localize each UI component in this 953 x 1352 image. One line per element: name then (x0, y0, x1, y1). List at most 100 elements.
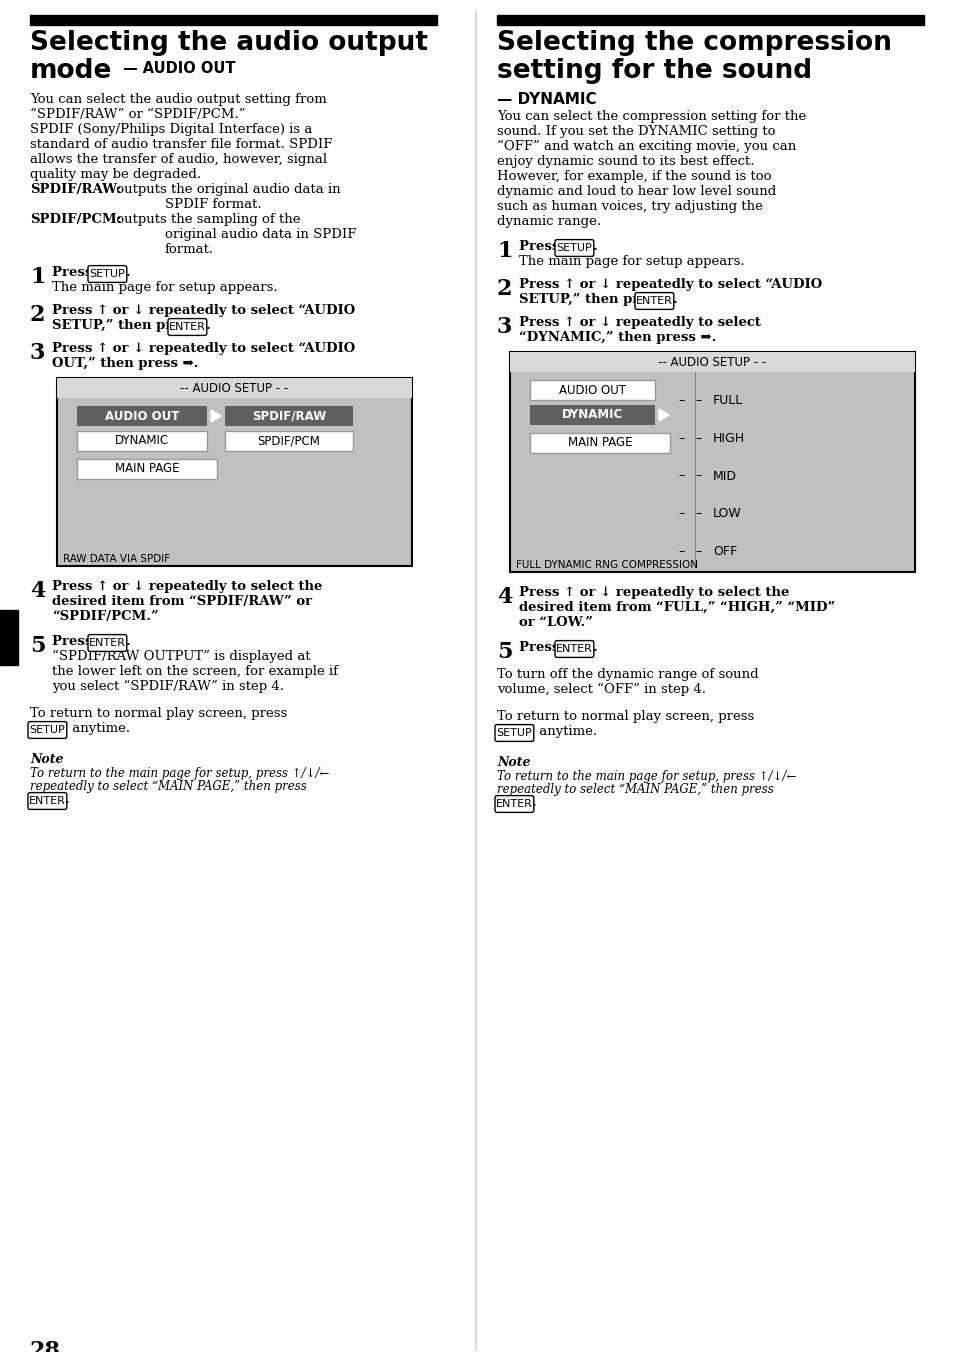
Text: repeatedly to select “MAIN PAGE,” then press: repeatedly to select “MAIN PAGE,” then p… (497, 783, 773, 796)
Text: FULL DYNAMIC RNG COMPRESSION: FULL DYNAMIC RNG COMPRESSION (516, 560, 698, 571)
Text: 28: 28 (30, 1340, 61, 1352)
Text: 2: 2 (30, 304, 46, 326)
Text: “OFF” and watch an exciting movie, you can: “OFF” and watch an exciting movie, you c… (497, 141, 796, 153)
Text: DYNAMIC: DYNAMIC (114, 434, 169, 448)
Text: mode: mode (30, 58, 112, 84)
Text: Press: Press (518, 641, 563, 654)
Text: To return to the main page for setup, press ↑/↓/←: To return to the main page for setup, pr… (497, 771, 796, 783)
Text: sound. If you set the DYNAMIC setting to: sound. If you set the DYNAMIC setting to (497, 124, 775, 138)
Bar (225, 406, 353, 426)
Bar (510, 352, 914, 572)
Text: –: – (695, 507, 701, 521)
Text: –: – (695, 395, 701, 407)
Text: format.: format. (165, 243, 213, 256)
FancyBboxPatch shape (88, 634, 127, 652)
Text: ENTER: ENTER (169, 322, 206, 333)
Text: quality may be degraded.: quality may be degraded. (30, 168, 201, 181)
Text: SPDIF/PCM:: SPDIF/PCM: (30, 214, 121, 226)
Text: –: – (679, 507, 684, 521)
Bar (30, 15, 436, 24)
Text: you select “SPDIF/RAW” in step 4.: you select “SPDIF/RAW” in step 4. (52, 680, 284, 694)
Text: — DYNAMIC: — DYNAMIC (497, 92, 596, 107)
Text: SPDIF/RAW:: SPDIF/RAW: (30, 183, 121, 196)
Text: FULL: FULL (712, 395, 742, 407)
Text: ENTER: ENTER (636, 296, 672, 306)
FancyBboxPatch shape (28, 792, 67, 810)
Text: “SPDIF/RAW” or “SPDIF/PCM.”: “SPDIF/RAW” or “SPDIF/PCM.” (30, 108, 245, 120)
Text: SETUP: SETUP (30, 725, 65, 735)
Text: –: – (679, 545, 684, 557)
Text: 2: 2 (497, 279, 512, 300)
Text: To turn off the dynamic range of sound: To turn off the dynamic range of sound (497, 668, 758, 681)
Text: –: – (679, 469, 684, 483)
Text: .: . (532, 796, 536, 808)
Text: outputs the original audio data in: outputs the original audio data in (112, 183, 340, 196)
Text: AUDIO OUT: AUDIO OUT (558, 384, 625, 396)
Text: or “LOW.”: or “LOW.” (518, 617, 593, 629)
Text: 4: 4 (497, 585, 512, 608)
Text: LOW: LOW (712, 507, 741, 521)
FancyBboxPatch shape (168, 319, 207, 335)
FancyBboxPatch shape (28, 722, 67, 738)
Text: AUDIO OUT: AUDIO OUT (105, 410, 179, 422)
Bar (57, 379, 412, 566)
FancyBboxPatch shape (88, 265, 127, 283)
Text: outputs the sampling of the: outputs the sampling of the (112, 214, 300, 226)
Text: setting for the sound: setting for the sound (497, 58, 811, 84)
Text: desired item from “SPDIF/RAW” or: desired item from “SPDIF/RAW” or (52, 595, 312, 608)
Text: RAW DATA VIA SPDIF: RAW DATA VIA SPDIF (63, 554, 170, 564)
Text: SETUP: SETUP (496, 727, 532, 738)
Text: dynamic and loud to hear low level sound: dynamic and loud to hear low level sound (497, 185, 776, 197)
Text: .: . (66, 794, 70, 806)
Text: Press ↑ or ↓ repeatedly to select the: Press ↑ or ↓ repeatedly to select the (518, 585, 788, 599)
Text: .: . (206, 319, 211, 333)
Text: original audio data in SPDIF: original audio data in SPDIF (165, 228, 356, 241)
Text: SPDIF format.: SPDIF format. (165, 197, 261, 211)
Text: .: . (672, 293, 677, 306)
Bar (0, 610, 18, 665)
Text: the lower left on the screen, for example if: the lower left on the screen, for exampl… (52, 665, 337, 677)
Text: such as human voices, try adjusting the: such as human voices, try adjusting the (497, 200, 762, 214)
Text: The main page for setup appears.: The main page for setup appears. (518, 256, 744, 268)
FancyBboxPatch shape (495, 725, 534, 741)
FancyBboxPatch shape (555, 641, 593, 657)
Text: -- AUDIO SETUP - -: -- AUDIO SETUP - - (180, 381, 289, 395)
Text: volume, select “OFF” in step 4.: volume, select “OFF” in step 4. (497, 683, 705, 696)
Text: MAIN PAGE: MAIN PAGE (114, 462, 179, 476)
FancyBboxPatch shape (495, 795, 534, 813)
Bar (77, 406, 207, 426)
Text: SPDIF (Sony/Philips Digital Interface) is a: SPDIF (Sony/Philips Digital Interface) i… (30, 123, 312, 137)
Text: “DYNAMIC,” then press ➡.: “DYNAMIC,” then press ➡. (518, 331, 716, 343)
Text: SPDIF/PCM: SPDIF/PCM (257, 434, 320, 448)
Text: .: . (126, 266, 131, 279)
Bar (475, 9, 476, 1351)
Text: Press: Press (52, 635, 97, 648)
Bar (510, 352, 914, 372)
Bar (695, 372, 696, 566)
Text: 1: 1 (497, 241, 512, 262)
Text: — AUDIO OUT: — AUDIO OUT (118, 61, 235, 76)
Text: standard of audio transfer file format. SPDIF: standard of audio transfer file format. … (30, 138, 332, 151)
Text: anytime.: anytime. (535, 725, 597, 738)
Text: repeatedly to select “MAIN PAGE,” then press: repeatedly to select “MAIN PAGE,” then p… (30, 780, 307, 794)
Text: Selecting the compression: Selecting the compression (497, 30, 891, 55)
Text: SETUP: SETUP (90, 269, 125, 279)
Text: .: . (592, 241, 597, 253)
Text: SETUP,” then press: SETUP,” then press (518, 293, 667, 306)
Text: .: . (592, 641, 597, 654)
Text: ENTER: ENTER (89, 638, 126, 648)
Text: anytime.: anytime. (68, 722, 130, 735)
Text: 3: 3 (30, 342, 46, 364)
Text: Note: Note (30, 753, 64, 767)
Text: -- AUDIO SETUP - -: -- AUDIO SETUP - - (658, 356, 766, 369)
Text: ENTER: ENTER (496, 799, 533, 808)
Text: .: . (126, 635, 131, 648)
Text: –: – (695, 545, 701, 557)
Text: Press ↑ or ↓ repeatedly to select the: Press ↑ or ↓ repeatedly to select the (52, 580, 322, 594)
Bar (77, 458, 216, 479)
FancyBboxPatch shape (635, 292, 673, 310)
Text: 3: 3 (497, 316, 512, 338)
Text: ENTER: ENTER (556, 644, 592, 654)
Text: –: – (679, 395, 684, 407)
Text: Press ↑ or ↓ repeatedly to select “AUDIO: Press ↑ or ↓ repeatedly to select “AUDIO (518, 279, 821, 291)
